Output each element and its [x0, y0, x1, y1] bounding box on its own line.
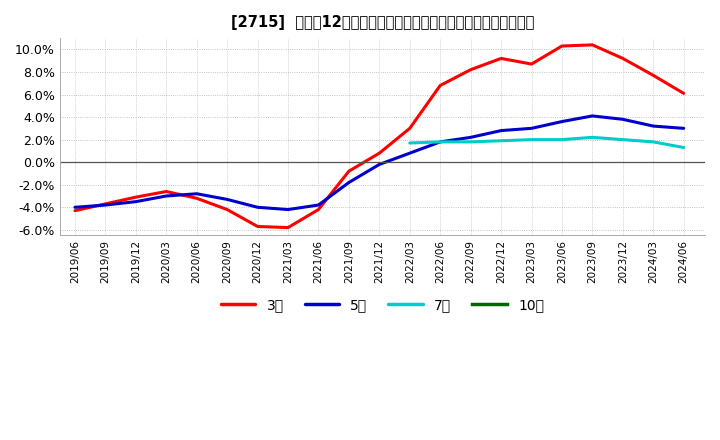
3年	[375, 150, 384, 156]
3年	[649, 73, 657, 78]
3年	[557, 44, 566, 49]
3年	[132, 194, 140, 200]
Line: 7年: 7年	[410, 137, 684, 147]
5年	[162, 193, 171, 198]
5年	[680, 126, 688, 131]
5年	[618, 117, 627, 122]
3年	[680, 91, 688, 96]
3年	[314, 207, 323, 212]
7年	[405, 140, 414, 146]
Line: 5年: 5年	[75, 116, 684, 209]
3年	[71, 208, 79, 213]
3年	[527, 62, 536, 67]
7年	[527, 137, 536, 142]
5年	[649, 124, 657, 129]
5年	[71, 205, 79, 210]
5年	[527, 126, 536, 131]
5年	[557, 119, 566, 124]
Title: [2715]  売上高12か月移動合計の対前年同期増減率の平均値の推移: [2715] 売上高12か月移動合計の対前年同期増減率の平均値の推移	[230, 15, 534, 30]
7年	[618, 137, 627, 142]
3年	[618, 56, 627, 61]
3年	[405, 126, 414, 131]
5年	[467, 135, 475, 140]
5年	[284, 207, 292, 212]
5年	[345, 180, 354, 185]
7年	[588, 135, 597, 140]
5年	[101, 202, 109, 208]
3年	[436, 83, 444, 88]
7年	[680, 145, 688, 150]
5年	[253, 205, 262, 210]
5年	[497, 128, 505, 133]
7年	[557, 137, 566, 142]
5年	[375, 162, 384, 167]
3年	[467, 67, 475, 72]
5年	[192, 191, 201, 196]
3年	[497, 56, 505, 61]
5年	[436, 139, 444, 144]
Legend: 3年, 5年, 7年, 10年: 3年, 5年, 7年, 10年	[215, 292, 549, 317]
3年	[101, 201, 109, 206]
5年	[222, 197, 231, 202]
Line: 3年: 3年	[75, 45, 684, 227]
5年	[132, 199, 140, 204]
3年	[284, 225, 292, 230]
3年	[162, 189, 171, 194]
7年	[497, 138, 505, 143]
3年	[588, 42, 597, 48]
7年	[467, 139, 475, 144]
3年	[253, 224, 262, 229]
7年	[436, 139, 444, 144]
5年	[314, 202, 323, 208]
7年	[649, 139, 657, 144]
3年	[222, 207, 231, 212]
5年	[588, 113, 597, 118]
3年	[192, 196, 201, 201]
5年	[405, 150, 414, 156]
3年	[345, 169, 354, 174]
